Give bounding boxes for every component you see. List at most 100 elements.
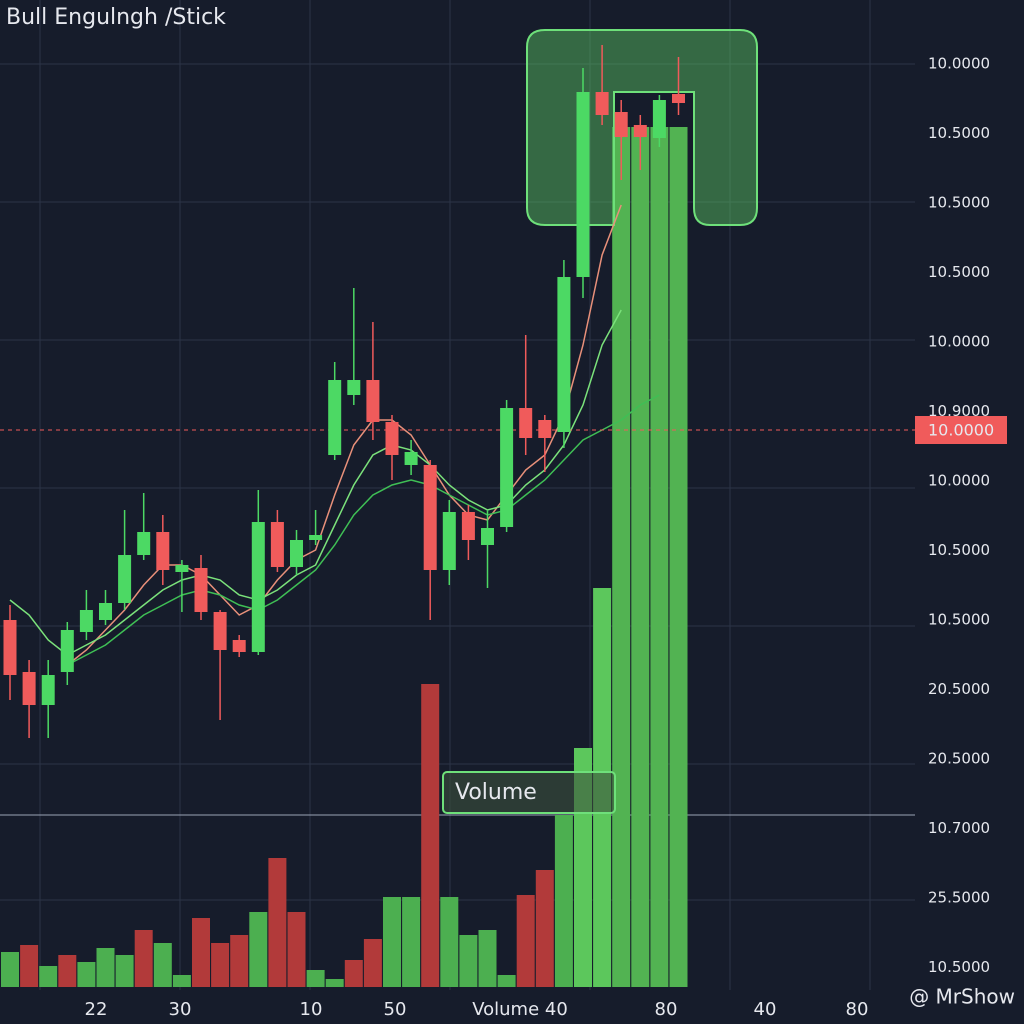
candle-body (175, 565, 189, 572)
y-axis-label: 10.0000 (928, 333, 990, 351)
y-axis-label: 10.5000 (928, 263, 990, 281)
volume-bar (115, 955, 134, 987)
x-axis-label: 50 (384, 999, 407, 1020)
y-axis-label: 20.5000 (928, 750, 990, 768)
volume-bar (554, 815, 573, 987)
candle-body (519, 408, 533, 438)
volume-bar (383, 897, 401, 987)
y-axis-label: 25.5000 (928, 889, 990, 907)
candle-body (557, 277, 571, 432)
price-pane: 10.0000 (0, 45, 1007, 738)
volume-bar (230, 935, 249, 987)
candle-body (614, 112, 628, 137)
volume-bar (96, 948, 115, 987)
candle-body (633, 125, 647, 137)
candle-body (309, 535, 323, 540)
volume-bar (497, 975, 516, 987)
x-axis-label: 22 (85, 999, 108, 1020)
volume-bar (612, 127, 631, 987)
volume-bar (344, 960, 363, 987)
y-axis-label: 10.5000 (928, 958, 990, 976)
volume-bar (402, 897, 421, 987)
candle-body (595, 92, 609, 115)
candle-body (538, 420, 552, 438)
volume-bar (1, 952, 19, 987)
candle-body (423, 465, 437, 570)
candle-body (41, 675, 55, 705)
volume-bar (669, 127, 688, 987)
candle-body (328, 380, 342, 455)
y-axis-label: 10.7000 (928, 819, 990, 837)
x-axis-label: 30 (169, 999, 192, 1020)
volume-bar (440, 897, 459, 987)
candle-body (99, 603, 112, 620)
moving-average (66, 394, 660, 666)
candle-body (60, 630, 74, 672)
candle-body (500, 408, 514, 527)
x-axis-label: 80 (846, 999, 869, 1020)
y-axis-label: 10.5000 (928, 194, 990, 212)
candle-body (290, 540, 303, 567)
volume-bar (172, 975, 191, 987)
volume-bar (153, 943, 172, 987)
volume-bar (268, 858, 287, 987)
volume-bar (478, 930, 497, 987)
annotation: Volume (455, 780, 537, 805)
x-axis-label: 40 (754, 999, 777, 1020)
candle-body (461, 512, 475, 540)
volume-bar (211, 943, 230, 987)
y-axis-label: 20.5000 (928, 680, 990, 698)
candle-body (404, 452, 418, 465)
x-axis-label: Volume 40 (472, 999, 568, 1020)
watermark: @ MrShow (909, 985, 1015, 1009)
volume-pane (1, 127, 688, 987)
volume-bar (20, 945, 39, 987)
volume-bar (249, 912, 268, 987)
volume-bar (287, 912, 306, 987)
volume-bar (58, 955, 77, 987)
x-axis-label: 10 (300, 999, 323, 1020)
candle-body (251, 522, 265, 652)
y-axis-label: 10.0000 (928, 472, 990, 490)
y-axis-label: 10.9000 (928, 402, 990, 420)
y-axis-label: 10.5000 (928, 124, 990, 142)
candle-body (347, 380, 361, 395)
volume-bar (421, 684, 440, 987)
y-axis-label: 10.0000 (928, 55, 990, 73)
candle-body (137, 532, 151, 555)
candle-body (576, 92, 590, 277)
candle-body (118, 555, 132, 603)
candle-body (385, 422, 399, 455)
volume-bar (77, 962, 96, 987)
candle-body (3, 620, 17, 675)
current-price-label: 10.0000 (928, 421, 994, 440)
moving-average (9, 309, 622, 656)
candle-body (156, 532, 170, 570)
volume-bar (134, 930, 153, 987)
candle-body (652, 100, 666, 138)
candle-body (366, 380, 380, 422)
volume-bar (363, 939, 382, 987)
volume-bar (650, 127, 669, 987)
volume-bar (306, 970, 325, 987)
volume-bar (535, 870, 554, 987)
candle-body (79, 610, 93, 632)
candle-body (213, 612, 227, 650)
candle-body (481, 528, 494, 545)
volume-bar (459, 935, 478, 987)
candle-body (270, 522, 284, 567)
volume-bar (631, 127, 650, 987)
volume-bar (325, 979, 344, 987)
x-axis-label: 80 (655, 999, 678, 1020)
candle-body (442, 512, 456, 570)
candle-body (22, 672, 36, 705)
volume-bar (39, 966, 58, 987)
current-price-tag (915, 416, 1007, 444)
candle-body (672, 94, 685, 103)
volume-bar (516, 895, 535, 987)
volume-bar (192, 918, 210, 987)
candle-body (232, 640, 246, 652)
annotation-box (442, 771, 616, 814)
y-axis-label: 10.5000 (928, 541, 990, 559)
